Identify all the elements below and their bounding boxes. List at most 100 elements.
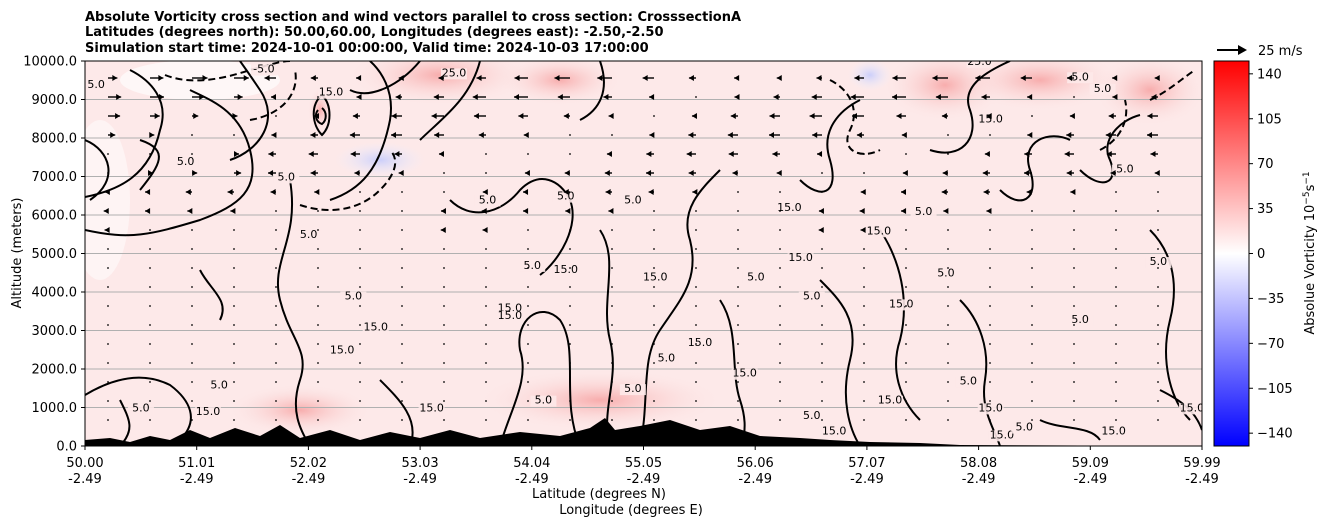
x-tick-label-lon: -2.49: [738, 472, 772, 487]
wind-vector: [149, 381, 151, 383]
wind-vector: [485, 419, 487, 421]
wind-vector-head: [809, 113, 815, 119]
contour-label: 5.0: [523, 259, 541, 272]
wind-vector: [989, 248, 991, 250]
wind-vector: [1115, 229, 1117, 231]
wind-vector: [107, 419, 109, 421]
wind-vector: [1115, 362, 1117, 364]
wind-vector: [527, 362, 529, 364]
wind-vectors: [103, 75, 1160, 421]
x-tick-label-lat: 58.08: [960, 456, 997, 471]
wind-vector: [233, 400, 235, 402]
wind-vector: [149, 248, 151, 250]
wind-vector: [1157, 400, 1159, 402]
wind-vector: [443, 172, 445, 174]
contour-label: 5.0: [960, 374, 978, 387]
wind-vector: [107, 343, 109, 345]
wind-vector-head: [310, 170, 316, 176]
wind-vector: [653, 286, 655, 288]
wind-vector: [443, 362, 445, 364]
contour-label: 5.0: [915, 205, 933, 218]
contour-label-bg: [85, 79, 110, 91]
wind-vector-head: [192, 170, 198, 176]
x-tick-label-lat: 54.04: [513, 456, 550, 471]
wind-vector-head: [646, 170, 652, 176]
contour-label-bg: [1145, 257, 1172, 269]
wind-vector: [485, 267, 487, 269]
wind-vector: [653, 210, 655, 212]
contour-label-bg: [552, 264, 579, 276]
wind-vector: [1031, 229, 1033, 231]
contour-label-bg: [1100, 426, 1127, 438]
wind-vector: [821, 324, 823, 326]
wind-vector: [653, 229, 655, 231]
wind-vector: [905, 248, 907, 250]
wind-vector: [1157, 286, 1159, 288]
wind-vector: [947, 343, 949, 345]
wind-vector: [359, 362, 361, 364]
wind-vector-head: [115, 113, 121, 119]
wind-vector-head: [1027, 132, 1033, 138]
contour-label: 25.0: [442, 66, 467, 79]
wind-vector-head: [271, 132, 277, 138]
wind-vector: [317, 96, 319, 98]
wind-vector: [275, 362, 277, 364]
wind-vector: [275, 286, 277, 288]
contour-label: 15.0: [990, 428, 1015, 441]
contour-label-bg: [776, 203, 803, 215]
wind-vector: [905, 381, 907, 383]
wind-vector: [737, 286, 739, 288]
wind-vector-head: [268, 151, 274, 157]
x-tick-label-lat: 52.02: [290, 456, 327, 471]
wind-vector: [191, 153, 193, 155]
wind-vector: [1073, 248, 1075, 250]
wind-vector-head: [860, 227, 866, 233]
wind-vector: [569, 381, 571, 383]
wind-vector: [863, 286, 865, 288]
wind-vector-head: [482, 227, 488, 233]
wind-vector-head: [942, 170, 948, 176]
contour-label-bg: [686, 337, 713, 349]
wind-vector-head: [310, 132, 316, 138]
contour-label-bg: [552, 191, 579, 203]
contour-label: 15.0: [688, 336, 713, 349]
wind-vector: [401, 381, 403, 383]
wind-vector: [695, 305, 697, 307]
x-tick-label-lon: -2.49: [68, 472, 102, 487]
contour-label: 15.0: [319, 86, 344, 99]
wind-vector-head: [314, 113, 320, 119]
quiver-key-arrowhead: [1238, 45, 1247, 55]
contour-label-bg: [1178, 403, 1202, 415]
wind-vector: [989, 267, 991, 269]
wind-vector: [107, 324, 109, 326]
wind-vector: [1031, 400, 1033, 402]
y-axis-ticks: 0.0 1000.0 2000.0 3000.0 4000.0 5000.0 6000.0 7…: [23, 55, 85, 455]
wind-vector: [485, 153, 487, 155]
wind-vector-head: [236, 170, 242, 176]
wind-vector-head: [354, 170, 360, 176]
wind-vector-head: [104, 189, 110, 195]
wind-vector-head: [390, 132, 396, 138]
wind-vector-head: [1108, 113, 1114, 119]
wind-vector: [821, 305, 823, 307]
wind-vector: [653, 419, 655, 421]
wind-vector: [107, 305, 109, 307]
wind-vector-head: [557, 94, 563, 100]
wind-vector: [527, 343, 529, 345]
wind-vector-head: [398, 170, 404, 176]
x-tick-label-lon: -2.49: [1185, 472, 1219, 487]
wind-vector-head: [812, 132, 818, 138]
x-axis-ticks: 50.00-2.4951.01-2.4952.02-2.4953.03-2.49…: [66, 446, 1221, 487]
wind-vector: [275, 400, 277, 402]
wind-vector: [737, 400, 739, 402]
wind-vector: [401, 248, 403, 250]
wind-vector: [947, 381, 949, 383]
wind-vector-head: [896, 113, 902, 119]
wind-vector: [779, 229, 781, 231]
title-line-1: Absolute Vorticity cross section and win…: [85, 10, 741, 25]
contour-label-bg: [888, 299, 915, 311]
wind-vector: [1115, 210, 1117, 212]
wind-vector: [863, 267, 865, 269]
wind-vector: [695, 286, 697, 288]
contour-label: 5.0: [535, 394, 553, 407]
